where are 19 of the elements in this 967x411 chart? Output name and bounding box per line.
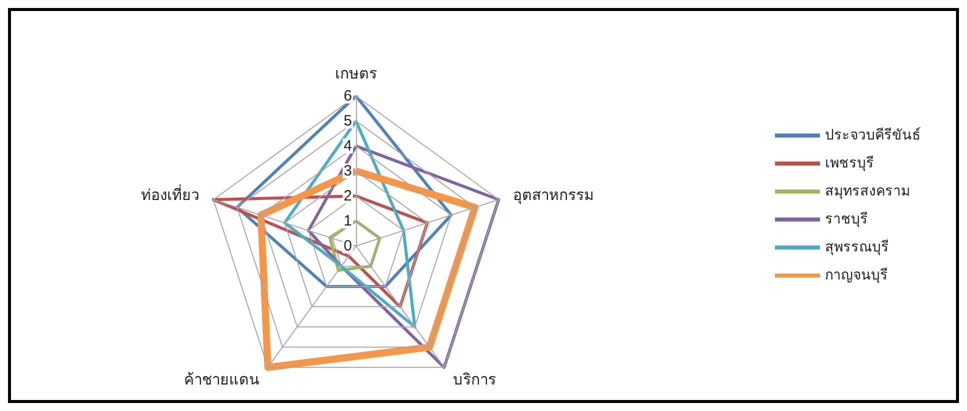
y-tick-label: 1 (344, 212, 352, 230)
legend-label: ประจวบคีรีขันธ์ (825, 126, 921, 144)
spoke-label: บริการ (452, 370, 496, 388)
y-tick-label: 2 (344, 188, 352, 204)
legend-label: ราชบุรี (825, 212, 868, 228)
spoke-label: เกษตร (335, 64, 377, 82)
frame: ประจวบคีรีขันธ์ เพชรบุรี สมุทรสงคราม ราชบุรี สุพรรณบุรี กาญจนบุรี เกษตร ท่องเที่ยว ค้าชายแดน บริการ อุตสาหกรรม 0 1 2 3 4 5 6 (8, 8, 959, 403)
y-tick-label: 0 (344, 238, 352, 254)
y-tick-label: 6 (344, 88, 352, 104)
y-tick-label: 3 (344, 162, 352, 180)
legend-label: สมุทรสงคราม (825, 184, 910, 200)
y-tick-label: 5 (344, 112, 352, 130)
legend-label: เพชรบุรี (825, 156, 874, 172)
legend-label: กาญจนบุรี (825, 268, 888, 284)
legend-label: สุพรรณบุรี (825, 240, 889, 256)
spoke-label: อุตสาหกรรม (512, 186, 594, 206)
y-tick-label: 4 (344, 138, 352, 154)
spoke-label: ค้าชายแดน (184, 370, 260, 388)
spoke-label: ท่องเที่ยว (141, 184, 200, 204)
